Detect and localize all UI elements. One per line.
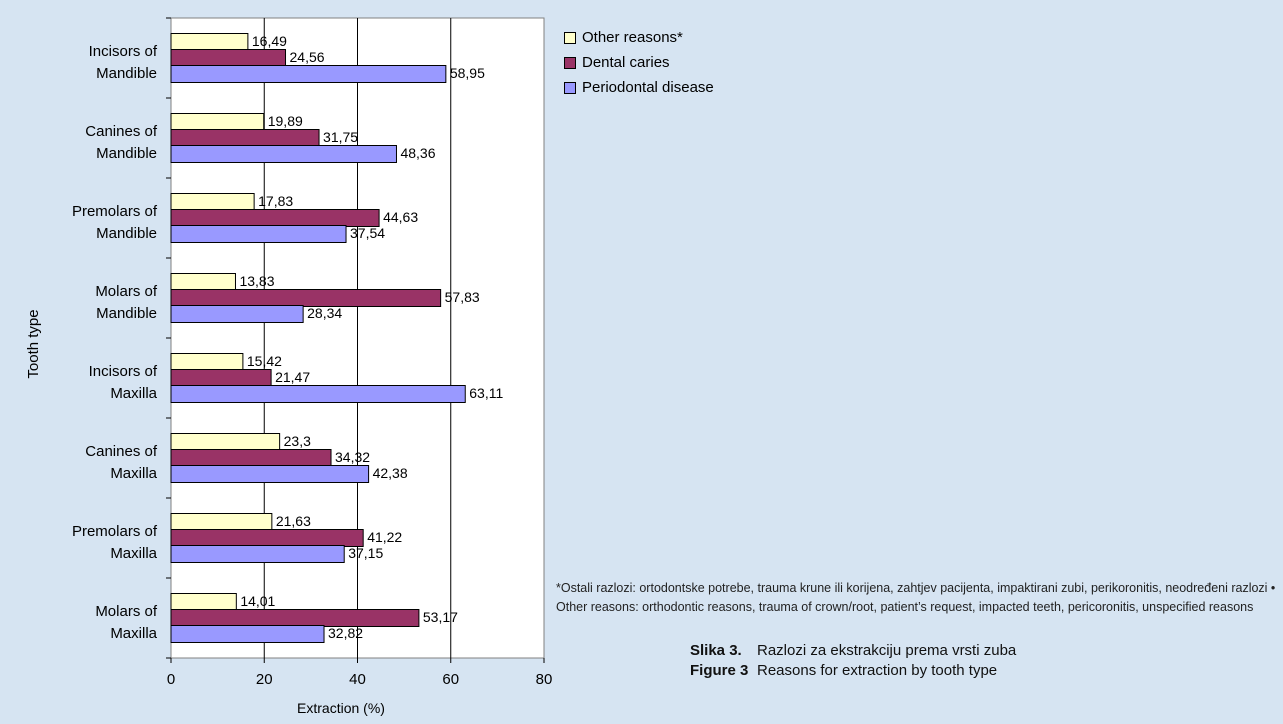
bar-value-label: 16,49 <box>252 33 287 49</box>
category-label: Maxilla <box>110 625 157 642</box>
legend-label-periodontal-disease: Periodontal disease <box>582 79 714 96</box>
bar-value-label: 58,95 <box>450 65 485 81</box>
caption-text-croatian: Razlozi za ekstrakciju prema vrsti zuba <box>757 642 1017 659</box>
bar-value-label: 31,75 <box>323 129 358 145</box>
legend-item-periodontal-disease: Periodontal disease <box>564 75 714 100</box>
legend-swatch-other-reasons <box>564 31 576 44</box>
caption-label-english: Figure 3 <box>690 662 749 679</box>
bar <box>170 529 364 547</box>
x-tick-labels: 0 20 40 60 80 <box>166 17 553 688</box>
x-tick-label: 20 <box>256 671 273 688</box>
caption-croatian: Slika 3. Razlozi za ekstrakciju prema vr… <box>690 641 1016 661</box>
bar-value-label: 21,47 <box>275 369 310 385</box>
bar <box>170 65 447 83</box>
category-label: Incisors of <box>89 43 158 60</box>
bar <box>170 33 249 51</box>
legend-label-other-reasons: Other reasons* <box>582 29 683 46</box>
bar <box>170 593 237 611</box>
x-tick-label: 0 <box>167 671 175 688</box>
x-tick-label: 60 <box>442 671 459 688</box>
category-labels: Incisors of Mandible Canines of Mandible Pre… <box>72 43 158 642</box>
footnote: *Ostali razlozi: ortodontske potrebe, tr… <box>556 581 1276 614</box>
category-label: Mandible <box>96 145 157 162</box>
category-label: Maxilla <box>110 385 157 402</box>
bar-value-label: 24,56 <box>290 49 325 65</box>
bar-value-label: 34,32 <box>335 449 370 465</box>
x-axis-title: Extraction (%) <box>297 700 385 716</box>
bar-value-label: 28,34 <box>307 305 342 321</box>
bar <box>170 209 380 227</box>
legend-item-other-reasons: Other reasons* <box>564 25 714 50</box>
bar <box>170 369 272 387</box>
bar <box>170 449 332 467</box>
category-label: Molars of <box>95 283 158 300</box>
bar <box>170 513 273 531</box>
bar-value-label: 13,83 <box>239 273 274 289</box>
category-label: Premolars of <box>72 203 158 220</box>
bar <box>170 433 281 451</box>
bar-value-label: 21,63 <box>276 513 311 529</box>
bar-value-label: 57,83 <box>445 289 480 305</box>
legend-label-dental-caries: Dental caries <box>582 54 670 71</box>
x-tick-label: 80 <box>536 671 553 688</box>
category-label: Molars of <box>95 603 158 620</box>
legend: Other reasons* Dental caries Periodontal… <box>564 25 714 100</box>
bar-value-label: 19,89 <box>268 113 303 129</box>
category-label: Mandible <box>96 225 157 242</box>
bar-value-label: 23,3 <box>284 433 311 449</box>
bar-value-label: 63,11 <box>469 385 503 401</box>
category-label: Maxilla <box>110 545 157 562</box>
bar-value-label: 48,36 <box>400 145 435 161</box>
bar-value-label: 41,22 <box>367 529 402 545</box>
category-label: Mandible <box>96 65 157 82</box>
category-label: Premolars of <box>72 523 158 540</box>
bar-value-label: 42,38 <box>373 465 408 481</box>
bar <box>170 129 320 147</box>
bar-value-label: 14,01 <box>240 593 275 609</box>
bar <box>170 385 466 403</box>
category-label: Incisors of <box>89 363 158 380</box>
x-tick-label: 40 <box>349 671 366 688</box>
y-axis-title: Tooth type <box>25 309 42 378</box>
bar <box>170 353 244 371</box>
bar <box>170 465 370 483</box>
category-label: Mandible <box>96 305 157 322</box>
bar-value-label: 17,83 <box>258 193 293 209</box>
category-label: Maxilla <box>110 465 157 482</box>
bar-value-label: 37,15 <box>348 545 383 561</box>
bar <box>170 625 325 643</box>
bar-value-label: 32,82 <box>328 625 363 641</box>
caption-text-english: Reasons for extraction by tooth type <box>757 662 998 679</box>
bar <box>170 193 255 211</box>
category-label: Canines of <box>85 443 158 460</box>
caption-english: Figure 3 Reasons for extraction by tooth… <box>690 661 1016 681</box>
bar <box>170 289 442 307</box>
bar-value-label: 37,54 <box>350 225 385 241</box>
bar <box>170 305 304 323</box>
bar <box>170 545 345 563</box>
bar-value-label: 53,17 <box>423 609 458 625</box>
category-label: Canines of <box>85 123 158 140</box>
legend-swatch-dental-caries <box>564 56 576 69</box>
legend-item-dental-caries: Dental caries <box>564 50 714 75</box>
bars <box>170 33 466 643</box>
bar <box>170 273 236 291</box>
figure-caption: Slika 3. Razlozi za ekstrakciju prema vr… <box>690 641 1016 681</box>
bar-value-label: 44,63 <box>383 209 418 225</box>
bar <box>170 609 420 627</box>
bar <box>170 145 397 163</box>
bar-value-label: 15,42 <box>247 353 282 369</box>
bar <box>170 225 347 243</box>
caption-label-croatian: Slika 3. <box>690 642 742 659</box>
bar <box>170 113 265 131</box>
legend-swatch-periodontal-disease <box>564 81 576 94</box>
bar <box>170 49 287 67</box>
